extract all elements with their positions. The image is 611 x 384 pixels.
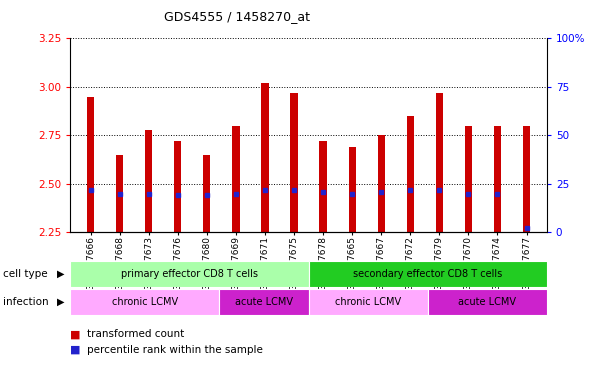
Bar — [70, 261, 309, 287]
Bar — [145, 129, 152, 232]
Bar — [70, 289, 219, 315]
Bar — [378, 136, 385, 232]
Text: cell type: cell type — [3, 269, 48, 279]
Text: ■: ■ — [70, 329, 81, 339]
Text: percentile rank within the sample: percentile rank within the sample — [87, 345, 263, 355]
Text: GDS4555 / 1458270_at: GDS4555 / 1458270_at — [164, 10, 310, 23]
Text: chronic LCMV: chronic LCMV — [112, 297, 178, 307]
Text: ▶: ▶ — [57, 269, 64, 279]
Bar — [219, 289, 309, 315]
Bar — [494, 126, 501, 232]
Bar — [428, 289, 547, 315]
Text: secondary effector CD8 T cells: secondary effector CD8 T cells — [353, 269, 502, 279]
Bar — [465, 126, 472, 232]
Text: infection: infection — [3, 297, 49, 307]
Bar — [309, 289, 428, 315]
Bar — [87, 96, 94, 232]
Text: chronic LCMV: chronic LCMV — [335, 297, 401, 307]
Bar — [320, 141, 327, 232]
Text: acute LCMV: acute LCMV — [235, 297, 293, 307]
Bar — [116, 155, 123, 232]
Bar — [232, 126, 240, 232]
Bar — [174, 141, 181, 232]
Text: primary effector CD8 T cells: primary effector CD8 T cells — [121, 269, 258, 279]
Bar — [203, 155, 210, 232]
Bar — [262, 83, 269, 232]
Text: transformed count: transformed count — [87, 329, 185, 339]
Text: ■: ■ — [70, 345, 81, 355]
Bar — [290, 93, 298, 232]
Bar — [436, 93, 443, 232]
Bar — [523, 126, 530, 232]
Bar — [309, 261, 547, 287]
Bar — [348, 147, 356, 232]
Bar — [407, 116, 414, 232]
Text: ▶: ▶ — [57, 297, 64, 307]
Text: acute LCMV: acute LCMV — [458, 297, 516, 307]
